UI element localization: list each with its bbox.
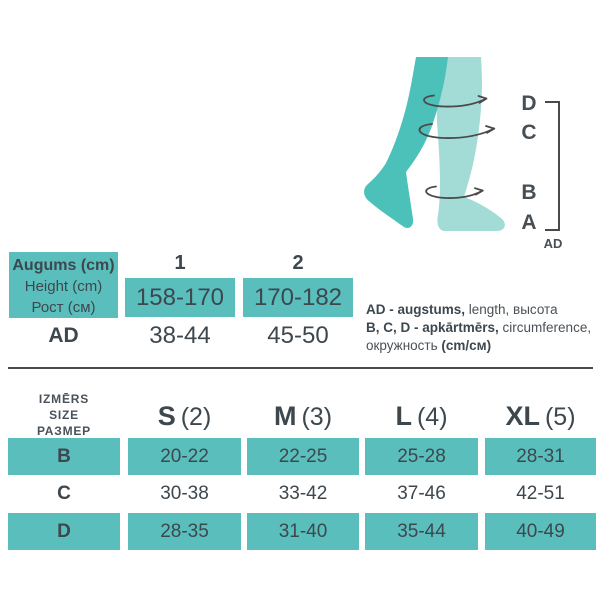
height-header-en: Height (cm) <box>24 278 103 295</box>
cell-b-s: 20-22 <box>128 438 241 475</box>
measure-label-b: B <box>521 181 537 204</box>
height-range-cell: 158-170 <box>125 278 235 317</box>
size-col-l: L (4) <box>365 399 478 433</box>
circumference-arrow-d-head <box>477 95 488 104</box>
size-index: (4) <box>416 403 448 431</box>
cell-d-xl: 40-49 <box>485 513 596 550</box>
cell-b-l: 25-28 <box>365 438 478 475</box>
height-col-1: 1 <box>174 251 186 274</box>
cell-d-s: 28-35 <box>128 513 241 550</box>
size-letter: S <box>157 401 176 431</box>
cell-d-m: 31-40 <box>247 513 359 550</box>
ad-value-cell: 45-50 <box>267 322 329 349</box>
legend-line-3: окружность (cm/см) <box>366 337 598 355</box>
circumference-arrow-b-head <box>474 187 484 196</box>
size-col-s: S (2) <box>128 399 241 433</box>
back-leg-shape <box>436 57 505 231</box>
size-index: (3) <box>301 403 333 431</box>
cell-c-s: 30-38 <box>160 482 209 504</box>
size-header-ru: РАЗМЕР <box>37 424 91 438</box>
leg-illustration <box>364 57 505 231</box>
ad-value-cell: 38-44 <box>149 322 211 349</box>
circumference-arrow-d <box>423 94 487 108</box>
legend-units: (cm/см) <box>441 338 492 353</box>
cell-b-m: 22-25 <box>247 438 359 475</box>
cell-d-l: 35-44 <box>365 513 478 550</box>
size-index: (5) <box>544 403 576 431</box>
measurement-legend: AD - augstums, length, высота B, C, D - … <box>366 301 598 355</box>
size-header-en: SIZE <box>49 408 79 422</box>
height-header-ru: Рост (см) <box>31 299 96 316</box>
cell-c-m: 33-42 <box>278 482 328 504</box>
measure-label-a: A <box>521 211 537 234</box>
height-range-cell: 170-182 <box>243 278 353 317</box>
size-letter: M <box>273 401 297 431</box>
measure-label-c: C <box>521 121 537 144</box>
size-header-lv: IZMĒRS <box>38 392 90 406</box>
legend-bcd-translations: circumference, <box>498 320 592 335</box>
ad-row-label: AD <box>48 324 79 347</box>
front-leg-shape <box>364 57 448 229</box>
size-letter: XL <box>505 401 540 431</box>
section-divider <box>8 367 593 369</box>
circumference-arrow-b <box>425 185 484 199</box>
height-table-header: Augums (cm) Height (cm) Рост (см) <box>9 252 118 318</box>
size-index: (2) <box>180 403 212 431</box>
legend-bcd-term: B, C, D - apkārtmērs, <box>366 320 499 335</box>
legend-line-1: AD - augstums, length, высота <box>366 301 598 319</box>
height-header-lv: Augums (cm) <box>12 257 115 274</box>
size-letter: L <box>395 401 412 431</box>
ad-length-bracket <box>545 101 560 231</box>
cell-c-xl: 42-51 <box>516 482 565 504</box>
row-label-d: D <box>8 513 120 550</box>
circumference-arrow-c-head <box>485 125 496 134</box>
cell-c-l: 37-46 <box>397 482 446 504</box>
row-label-c: C <box>57 482 71 504</box>
legend-ad-translations: length, высота <box>465 302 558 317</box>
height-col-2: 2 <box>292 251 304 274</box>
ad-bracket-label: AD <box>543 236 563 251</box>
cell-b-xl: 28-31 <box>485 438 596 475</box>
size-table-header: IZMĒRS SIZE РАЗМЕР <box>8 391 120 439</box>
size-col-m: M (3) <box>247 399 359 433</box>
row-label-b: B <box>8 438 120 475</box>
size-col-xl: XL (5) <box>485 399 596 433</box>
circumference-arrow-c <box>418 123 495 139</box>
legend-ad-term: AD - augstums, <box>366 302 466 317</box>
legend-line-2: B, C, D - apkārtmērs, circumference, <box>366 319 598 337</box>
legend-ru-circumference: окружность <box>366 338 442 353</box>
measure-label-d: D <box>521 92 537 115</box>
